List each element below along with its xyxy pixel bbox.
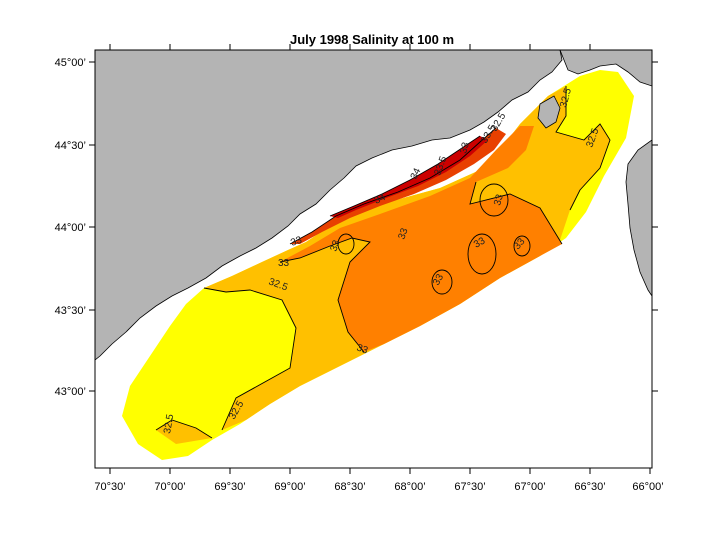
x-tick-label: 68°30’: [334, 481, 365, 493]
contour-label: 33: [278, 258, 290, 269]
land-island: [537, 95, 561, 129]
contour-33-north: [469, 181, 563, 245]
x-tick-label: 70°30’: [94, 481, 125, 493]
contour-32-5-west: [203, 287, 297, 431]
contour-33-5: [289, 127, 497, 245]
band-33-33-5: [280, 126, 562, 352]
y-axis-labels: 45°00’ 44°30’ 44°00’ 43°30’ 43°00’: [55, 57, 86, 398]
land-nova-scotia: [625, 139, 652, 297]
contour-label: 32.5: [558, 87, 574, 109]
contour-label: 33: [458, 141, 472, 155]
x-tick-label: 66°30’: [574, 481, 605, 493]
contour-33-patch-c: [431, 269, 453, 295]
contour-33-patch-b: [467, 233, 497, 275]
contour-label: 33: [328, 238, 342, 253]
land-maine: [95, 50, 563, 361]
contour-label: 33: [396, 226, 410, 241]
contour-label: 33: [431, 272, 446, 288]
contour-33-patch-e: [337, 233, 355, 255]
x-tick-label: 69°00’: [274, 481, 305, 493]
contour-label: 33: [472, 235, 488, 250]
contour-33-patch-a: [479, 183, 509, 217]
land-new-brunswick: [559, 50, 652, 87]
plot-frame: [94, 49, 653, 469]
y-tick-label: 43°30’: [55, 305, 86, 317]
y-tick-label: 45°00’: [55, 57, 86, 69]
contour-32-5-east: [555, 86, 611, 211]
contour-label: 33: [492, 193, 506, 207]
axis-ticks: [89, 44, 658, 474]
map-title: July 1998 Salinity at 100 m: [290, 32, 454, 47]
x-tick-label: 69°30’: [214, 481, 245, 493]
contour-label: 33: [355, 342, 370, 356]
x-tick-label: 67°00’: [514, 481, 545, 493]
y-tick-label: 43°00’: [55, 386, 86, 398]
contour-label: 34: [409, 166, 424, 181]
y-tick-label: 44°00’: [55, 222, 86, 234]
contour-33-main: [279, 237, 371, 353]
contour-32-5-south: [155, 419, 213, 439]
plot-area: [95, 50, 652, 460]
y-tick-label: 44°30’: [55, 140, 86, 152]
x-tick-label: 67°30’: [454, 481, 485, 493]
contour-33-patch-d: [513, 235, 531, 257]
contour-label: 34: [373, 192, 388, 207]
x-tick-label: 70°00’: [154, 481, 185, 493]
contour-34: [329, 135, 481, 217]
contour-label: 33: [289, 235, 304, 249]
contour-label: 32.5: [162, 413, 176, 435]
x-tick-label: 66°00’: [632, 481, 663, 493]
x-axis-labels: 70°30’ 70°00’ 69°30’ 69°00’ 68°30’ 68°00…: [94, 481, 663, 493]
x-tick-label: 68°00’: [394, 481, 425, 493]
